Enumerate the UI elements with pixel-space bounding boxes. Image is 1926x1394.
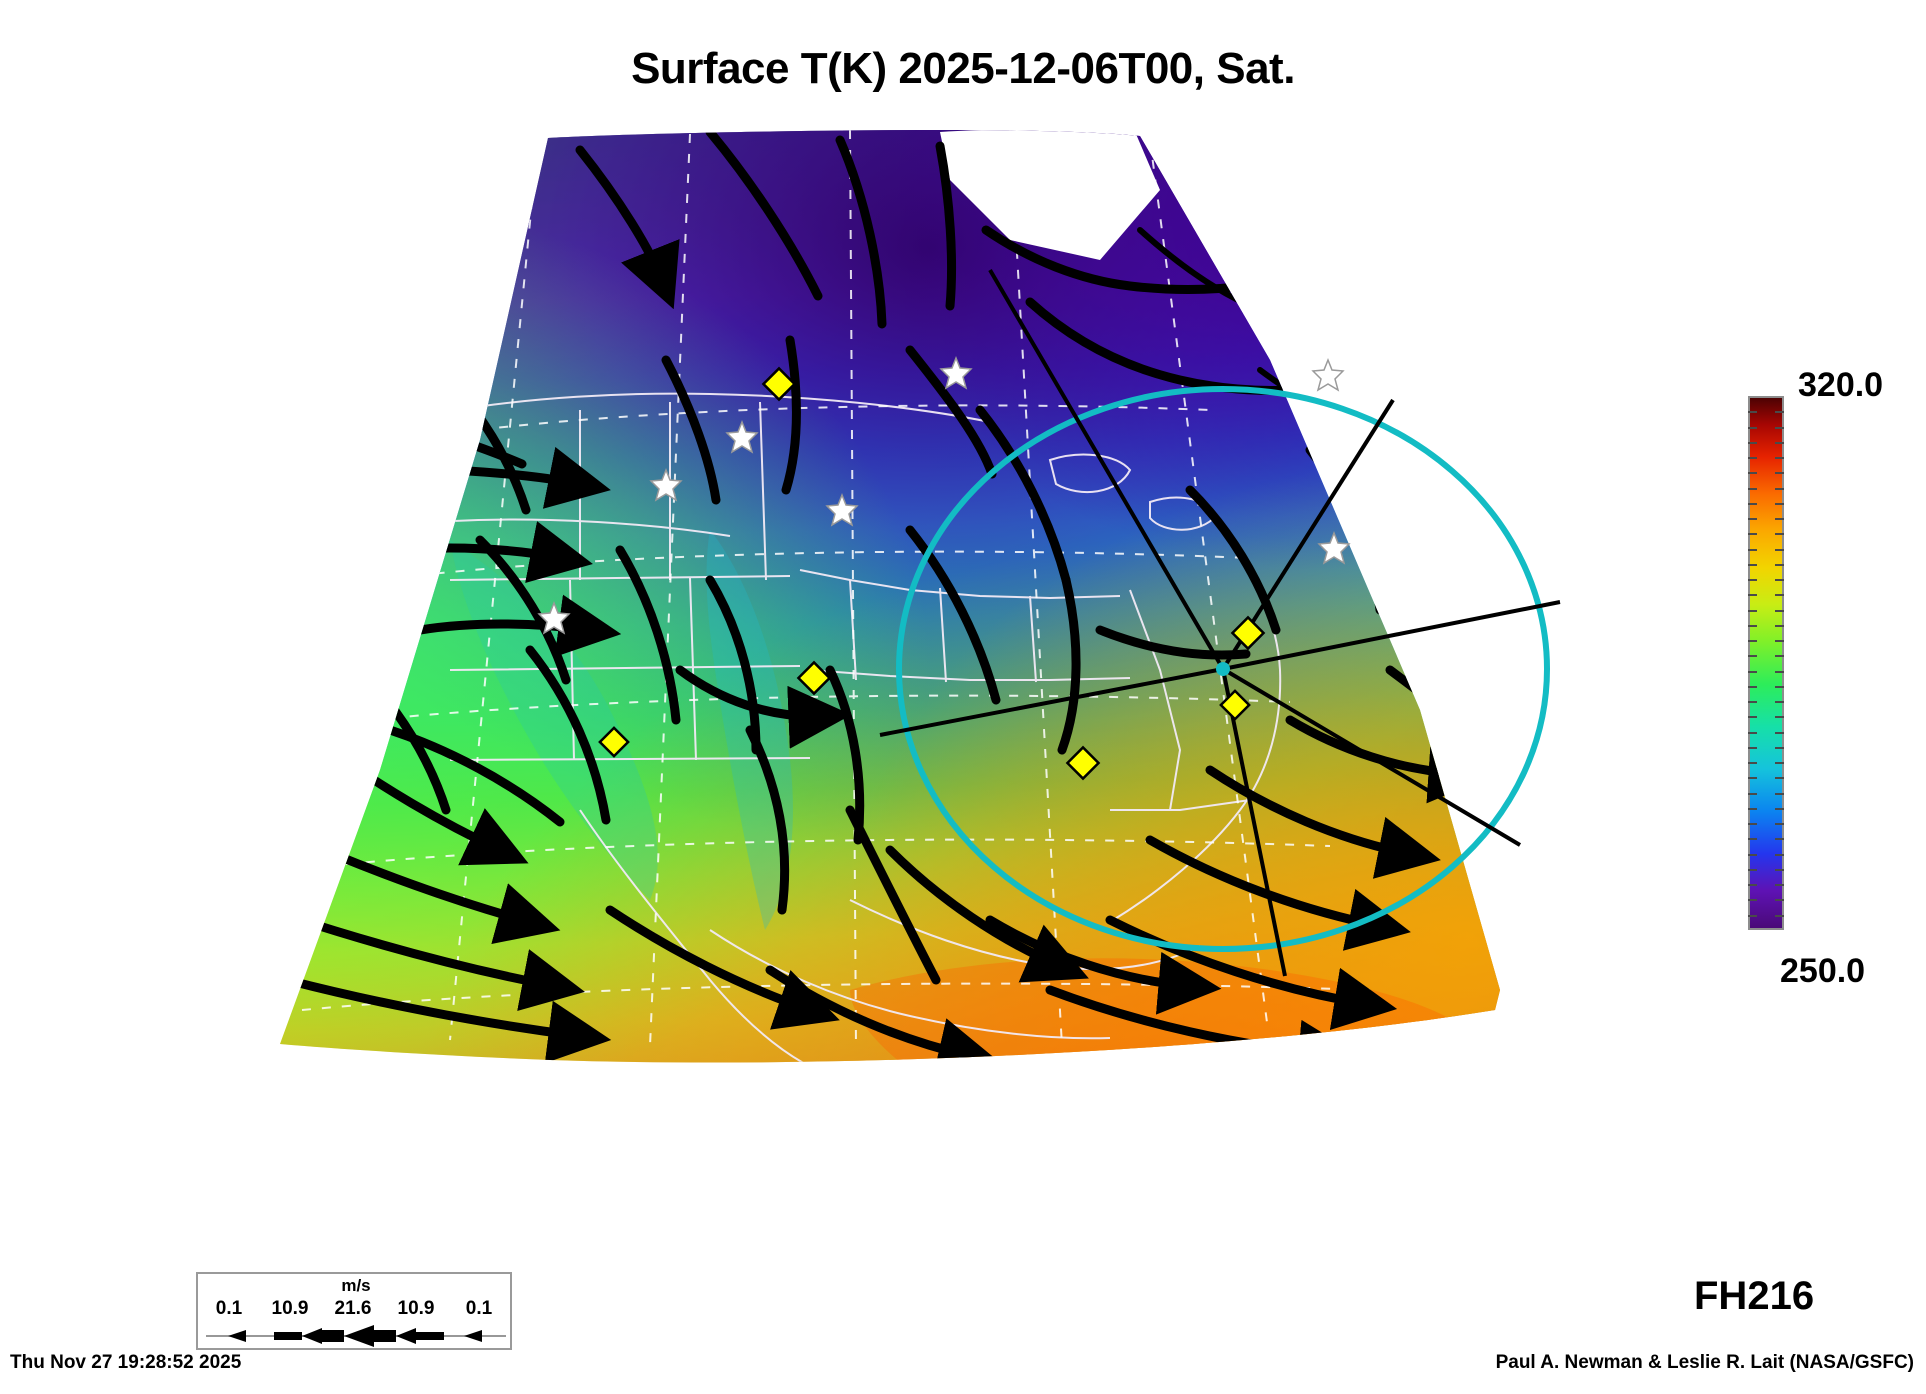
colorbar-tick [1775,701,1784,704]
station-marker [1219,689,1251,721]
colorbar-tick [1748,914,1757,917]
colorbar-tick [1775,655,1784,658]
colorbar-tick [1775,640,1784,643]
colorbar-tick [1775,838,1784,841]
colorbar-tick [1748,716,1757,719]
colorbar-tick [1748,624,1757,627]
colorbar-tick [1775,502,1784,505]
colorbar-tick [1748,853,1757,856]
colorbar-tick [1775,762,1784,765]
colorbar-tick [1748,579,1757,582]
colorbar-ticks [1748,396,1784,930]
colorbar-tick [1775,746,1784,749]
star-markers[interactable] [537,355,1351,635]
colorbar-tick [1775,823,1784,826]
colorbar-tick [1775,548,1784,551]
colorbar-tick [1748,548,1757,551]
wind-legend-value-1: 10.9 [271,1298,309,1319]
latitude-longitude-graticule [301,130,1371,1051]
colorbar-tick [1775,594,1784,597]
colorbar-tick [1748,563,1757,566]
colorbar-tick [1748,655,1757,658]
colorbar-tick [1748,899,1757,902]
colorbar-tick [1748,457,1757,460]
colorbar-tick [1775,807,1784,810]
colorbar-tick [1748,441,1757,444]
colorbar-tick [1775,716,1784,719]
wind-legend-value-0: 0.1 [215,1298,243,1319]
ring-center-marker [1216,662,1230,676]
colorbar-tick [1775,426,1784,429]
colorbar-tick [1775,853,1784,856]
colorbar-tick [1775,518,1784,521]
credit-line: Paul A. Newman & Leslie R. Lait (NASA/GS… [1495,1352,1914,1373]
colorbar-tick [1748,762,1757,765]
colorbar-tick [1748,502,1757,505]
colorbar-tick [1748,670,1757,673]
colorbar-tick [1775,731,1784,734]
colorbar-tick [1775,868,1784,871]
colorbar-tick [1775,685,1784,688]
wind-legend-arrows [206,1325,506,1347]
station-marker [761,366,797,402]
colorbar-tick [1775,899,1784,902]
station-marker [598,726,630,758]
colorbar-tick [1748,594,1757,597]
colorbar-tick [1775,777,1784,780]
generation-timestamp: Thu Nov 27 19:28:52 2025 [10,1352,242,1373]
colorbar-tick [1748,838,1757,841]
colorbar-tick [1748,472,1757,475]
wind-legend-value-4: 0.1 [465,1298,493,1319]
colorbar-tick [1775,792,1784,795]
map-canvas[interactable] [150,110,1650,1260]
page-title: Surface T(K) 2025-12-06T00, Sat. [631,44,1295,93]
colorbar-tick [1775,884,1784,887]
colorbar-tick [1748,792,1757,795]
colorbar-tick [1775,533,1784,536]
colorbar-tick [1748,609,1757,612]
station-marker [1230,615,1266,651]
wind-legend-value-3: 10.9 [397,1298,435,1319]
colorbar-tick [1748,746,1757,749]
colorbar-tick [1748,807,1757,810]
colorbar-min-label: 250.0 [1780,952,1866,990]
colorbar-tick [1748,777,1757,780]
colorbar-tick [1748,487,1757,490]
station-markers[interactable] [598,366,1266,781]
wind-legend-value-2: 21.6 [334,1298,372,1319]
colorbar-tick [1748,868,1757,871]
colorbar-tick [1775,579,1784,582]
colorbar-tick [1748,685,1757,688]
colorbar: 320.0 250.0 [1740,312,1926,1012]
colorbar-tick [1748,640,1757,643]
colorbar-tick [1748,884,1757,887]
colorbar-tick [1775,472,1784,475]
colorbar-tick [1775,670,1784,673]
colorbar-tick [1748,823,1757,826]
colorbar-tick [1748,533,1757,536]
surface-temperature-map[interactable] [150,110,1650,1260]
colorbar-tick [1748,426,1757,429]
colorbar-tick [1748,731,1757,734]
station-marker [1065,745,1101,781]
colorbar-tick [1775,914,1784,917]
colorbar-tick [1748,411,1757,414]
forecast-hour-label: FH216 [1694,1274,1815,1318]
wind-speed-legend: m/s 0.1 10.9 21.6 10.9 0.1 [196,1272,512,1350]
station-marker [796,660,832,696]
colorbar-tick [1775,563,1784,566]
range-ring [896,386,1550,952]
colorbar-tick [1775,624,1784,627]
colorbar-tick [1775,411,1784,414]
colorbar-tick [1775,609,1784,612]
colorbar-tick [1775,441,1784,444]
colorbar-tick [1775,487,1784,490]
colorbar-tick [1775,457,1784,460]
colorbar-max-label: 320.0 [1798,366,1884,404]
wind-legend-units: m/s [341,1276,371,1295]
colorbar-tick [1748,701,1757,704]
colorbar-tick [1748,518,1757,521]
